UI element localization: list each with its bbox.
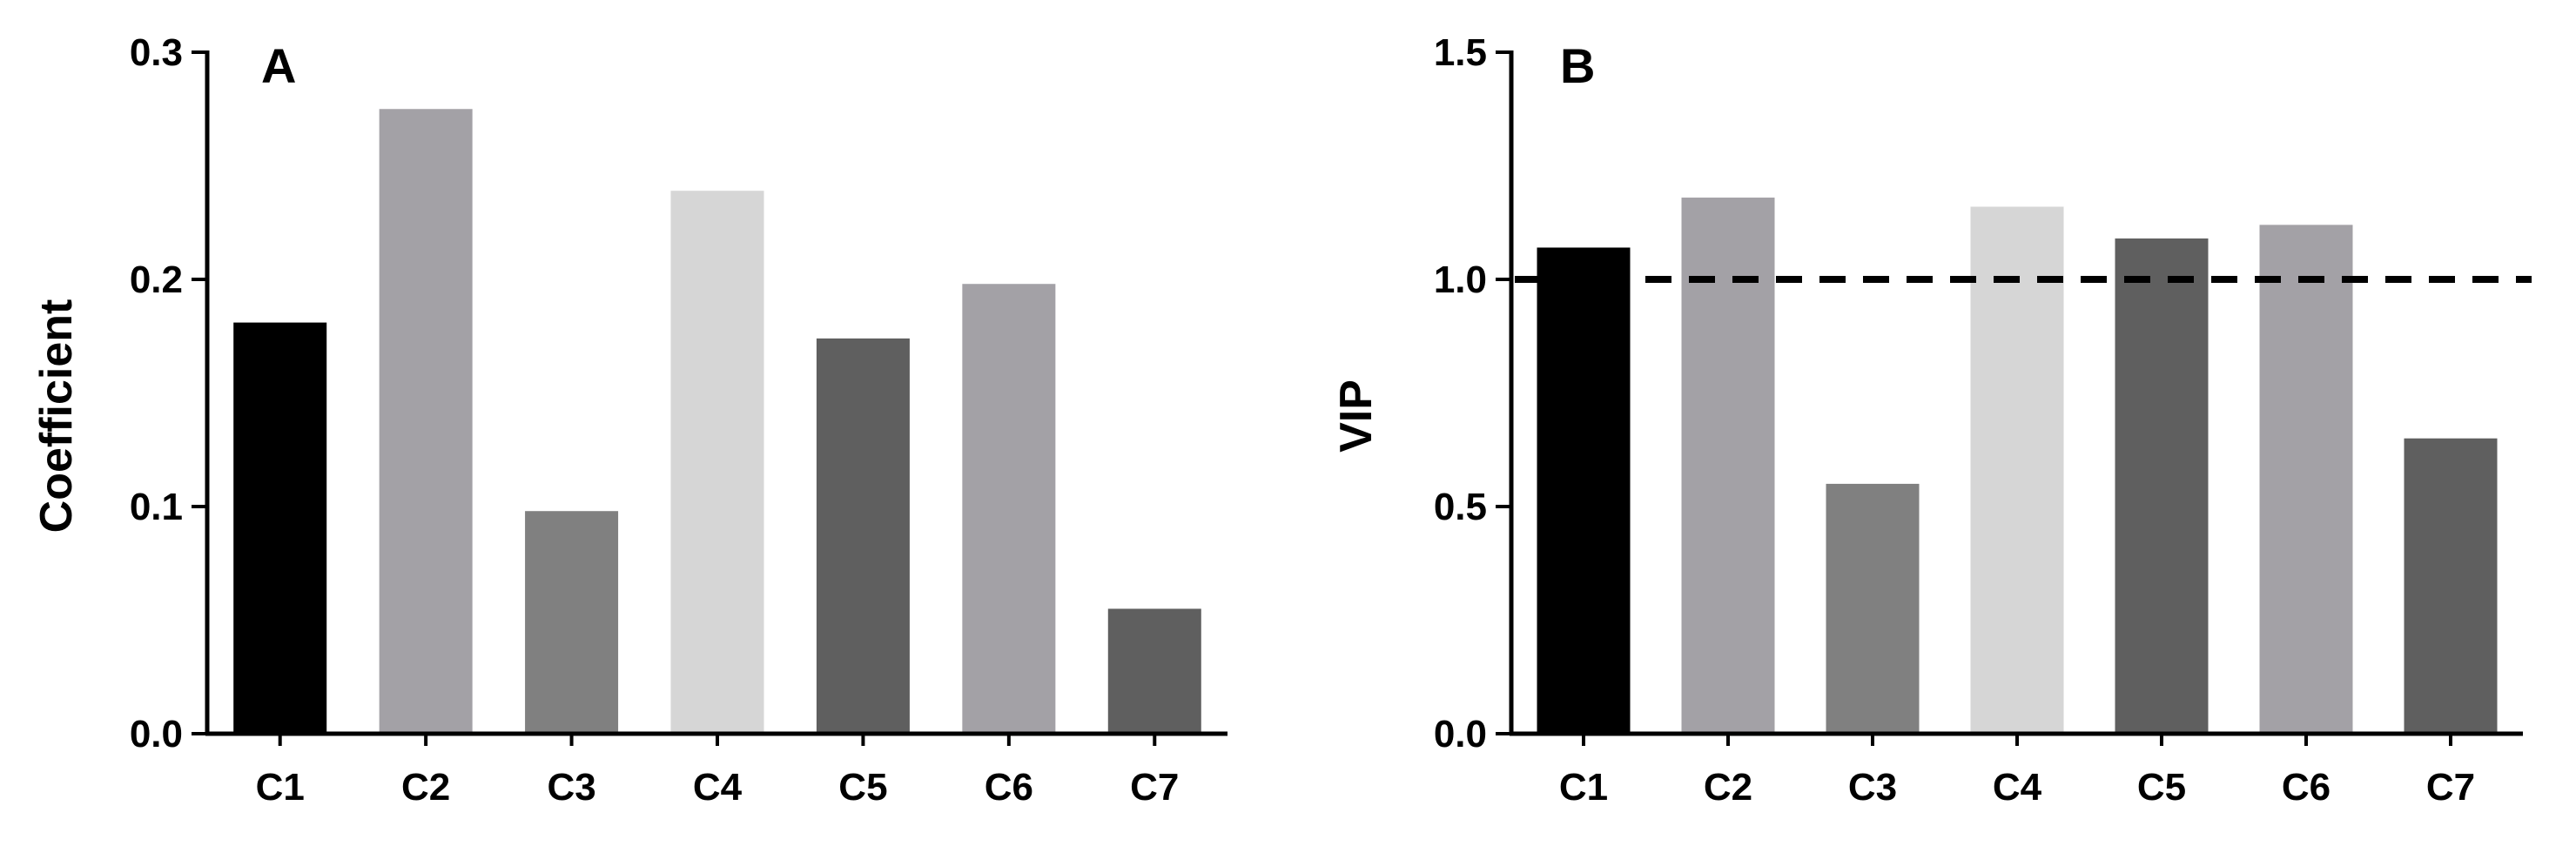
panel-b-x-tick-label: C3 bbox=[1848, 766, 1897, 809]
panel-a-x-tick-label: C6 bbox=[985, 766, 1033, 809]
panel-b-x-tick-label: C5 bbox=[2137, 766, 2186, 809]
panel-a-bar-c6 bbox=[962, 284, 1056, 735]
panel-b-bar-c5 bbox=[2115, 238, 2209, 734]
panel-a-x-tick-label: C3 bbox=[547, 766, 595, 809]
panel-a-x-tick-label: C2 bbox=[401, 766, 450, 809]
panel-b-x-tick-label: C6 bbox=[2282, 766, 2331, 809]
panel-a-plot: C1 C2 C3 C4 C5 C6 C7 0.0 0.1 0.2 0.3 bbox=[130, 31, 1227, 809]
panel-b-y-axis-title: VIP bbox=[1331, 379, 1382, 453]
panel-b-bar-c6 bbox=[2259, 225, 2353, 734]
panel-a-bar-c5 bbox=[816, 338, 910, 734]
panel-a-y-axis-title: Coefficient bbox=[31, 299, 82, 534]
panel-a-bar-c4 bbox=[670, 191, 764, 734]
panel-a-x-tick-label: C7 bbox=[1130, 766, 1179, 809]
panel-b-x-tick-label: C2 bbox=[1704, 766, 1752, 809]
panel-a-x-tick-label: C1 bbox=[256, 766, 305, 809]
panel-a: A Coefficient C1 C2 C3 C4 C5 C6 C7 0.0 0.1 0.2 0.3 bbox=[31, 31, 1227, 809]
panel-b-x-tick-label: C4 bbox=[1993, 766, 2042, 809]
panel-b-bar-c7 bbox=[2404, 438, 2498, 734]
panel-b-y-tick-label: 1.0 bbox=[1434, 258, 1487, 301]
panel-a-bar-c7 bbox=[1107, 608, 1201, 734]
panel-b-label: B bbox=[1560, 38, 1595, 93]
panel-a-bar-c1 bbox=[233, 322, 327, 734]
panel-a-bar-c2 bbox=[379, 109, 473, 734]
panel-b-plot: C1 C2 C3 C4 C5 C6 C7 0.0 0.5 1.0 1.5 bbox=[1434, 31, 2532, 809]
panel-b-bar-c2 bbox=[1681, 198, 1775, 735]
panel-a-y-tick-label: 0.0 bbox=[130, 713, 183, 755]
panel-b-y-tick-label: 0.5 bbox=[1434, 486, 1487, 528]
panel-a-x-tick-label: C4 bbox=[693, 766, 743, 809]
panel-b-y-tick-label: 0.0 bbox=[1434, 713, 1487, 755]
panel-a-y-tick-label: 0.3 bbox=[130, 31, 183, 74]
panel-b-bar-c1 bbox=[1537, 247, 1631, 735]
panel-a-y-tick-label: 0.1 bbox=[130, 486, 183, 528]
panel-b-bar-c4 bbox=[1970, 206, 2064, 735]
panel-b-x-tick-label: C7 bbox=[2426, 766, 2475, 809]
panel-a-label: A bbox=[261, 38, 296, 93]
panel-b: B VIP C1 C2 C3 C4 C5 C6 C7 0.0 0.5 1.0 1.5 bbox=[1331, 31, 2532, 809]
panel-b-x-tick-label: C1 bbox=[1559, 766, 1608, 809]
panel-a-y-tick-label: 0.2 bbox=[130, 258, 183, 301]
panel-b-y-tick-label: 1.5 bbox=[1434, 31, 1487, 74]
panel-b-bar-c3 bbox=[1826, 483, 1920, 734]
panel-a-x-tick-label: C5 bbox=[838, 766, 887, 809]
panel-a-bar-c3 bbox=[525, 511, 619, 734]
